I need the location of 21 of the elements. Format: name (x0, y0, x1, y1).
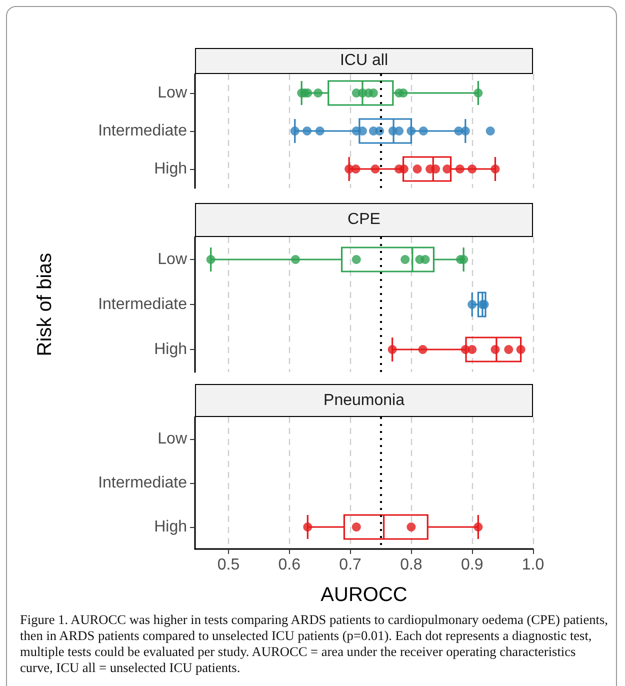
y-tick-label: Intermediate (98, 296, 188, 313)
y-tick-label: High (154, 518, 187, 536)
y-tick-label: Intermediate (98, 122, 188, 140)
y-tick-label: Low (158, 84, 188, 102)
y-tick-label: High (154, 341, 187, 358)
x-tick-label: 0.7 (339, 556, 362, 574)
x-axis-title: AUROCC (320, 584, 408, 606)
x-tick-label: 1.0 (522, 556, 544, 574)
y-tick-label: Low (158, 251, 188, 268)
y-tick-label: Low (158, 430, 188, 448)
y-axis-title: Risk of bias (34, 252, 56, 356)
x-tick-label: 0.8 (400, 556, 422, 574)
x-tick-label: 0.9 (460, 556, 484, 574)
y-tick-label: High (154, 160, 187, 178)
x-tick-label: 0.5 (217, 556, 240, 574)
y-tick-label: Intermediate (98, 474, 188, 492)
chart-title: ICU all (195, 48, 533, 74)
caption: Figure 1. AUROCC was higher in tests comparing ARDS patients to cardiopulmonary oedema (CPE) patients, then in ARDS patients compared to unselected ICU patients (p=0.01). Each dot represents a diagnostic test, multiple tests could be evaluated per study. AUROCC = area under the receiver operating characteristics curve, ICU all = unselected ICU patients. (20, 612, 609, 676)
x-tick-label: 0.6 (278, 556, 301, 574)
chart-title: Pneumonia (195, 384, 533, 417)
chart-title: CPE (195, 203, 533, 237)
